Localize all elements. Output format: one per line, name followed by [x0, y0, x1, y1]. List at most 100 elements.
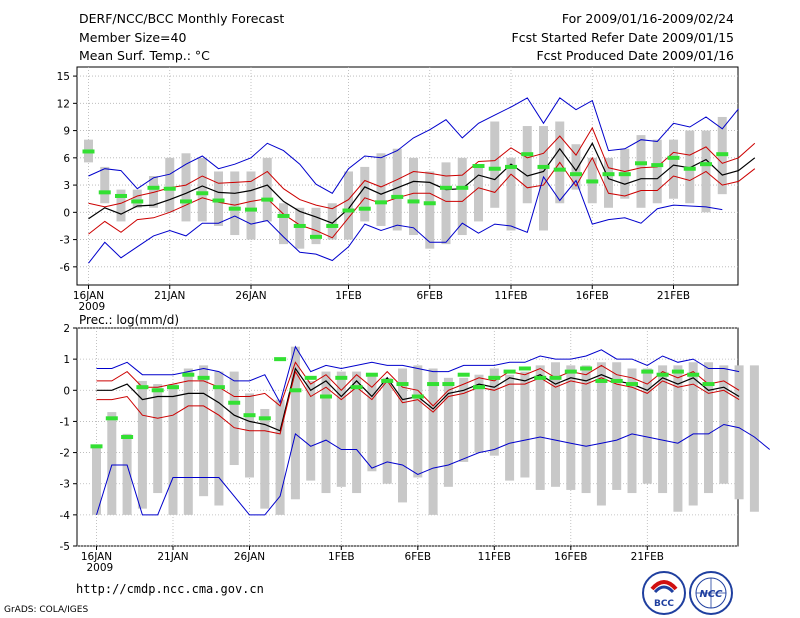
temp-ensemble-bar [344, 171, 353, 240]
prec-ensemble-bar [229, 371, 239, 466]
temp-ensemble-marker [423, 201, 436, 206]
prec-ensemble-bar [734, 365, 744, 500]
temp-ensemble-bar [457, 157, 467, 236]
variable-label: Mean Surf. Temp.: °C [79, 48, 210, 63]
prec-ytick-label: -5 [60, 541, 70, 553]
prec-ensemble-marker [243, 413, 256, 418]
temp-ensemble-marker [700, 162, 712, 167]
temp-ensemble-bar [165, 157, 175, 213]
temp-ensemble-marker [261, 197, 274, 202]
temp-ensemble-bar [392, 148, 402, 231]
temp-max-line [88, 97, 739, 194]
temp-ensemble-marker [456, 185, 469, 190]
temp-mean-spread-line [88, 126, 756, 210]
prec-ensemble-bar [352, 371, 362, 494]
prec-ensemble-marker [335, 375, 348, 380]
prec-ensemble-bar [398, 368, 407, 503]
prec-ensemble-marker [411, 394, 424, 399]
temp-plot-frame [76, 66, 739, 286]
prec-ensemble-bar [459, 377, 469, 462]
bcc-logo: BCC [641, 570, 687, 616]
forecast-period: For 2009/01/16-2009/02/24 [561, 11, 734, 26]
temp-ensemble-marker [440, 185, 452, 190]
temp-ensemble-marker [537, 164, 550, 169]
temp-min-line [88, 175, 723, 264]
temp-xtick-label: 6FEB [416, 290, 443, 302]
temp-ensemble-marker [602, 172, 615, 177]
temp-ensemble-bar [197, 157, 207, 222]
precipitation-panel-title: Prec.: log(mm/d) [79, 313, 179, 327]
temp-xtick-label: 21FEB [657, 290, 690, 302]
prec-ensemble-bar [183, 368, 193, 515]
temp-ensemble-bar [474, 166, 483, 222]
temp-ensemble-marker [618, 172, 631, 177]
prec-ensemble-marker [641, 369, 654, 374]
prec-ensemble-bar [367, 374, 377, 472]
source-url[interactable]: http://cmdp.ncc.cma.gov.cn [76, 582, 264, 596]
prec-xtick-label: 11FEB [478, 551, 511, 563]
temp-ensemble-marker [115, 193, 127, 198]
prec-ytick-label: -3 [60, 479, 70, 491]
prec-ensemble-bar [153, 384, 163, 494]
temp-ensemble-marker [358, 206, 371, 211]
temp-xtick-label: 11FEB [494, 290, 527, 302]
prec-ensemble-marker [228, 400, 241, 405]
prec-ensemble-marker [534, 375, 547, 380]
temp-ytick-label: 9 [63, 126, 70, 138]
temp-ensemble-marker [163, 186, 176, 191]
prec-xtick-label: 26JAN [234, 551, 265, 563]
temp-ensemble-marker [635, 161, 647, 166]
prec-ytick-label: -1 [60, 416, 70, 428]
temp-ensemble-marker [98, 190, 111, 195]
temp-ensemble-marker [472, 164, 485, 169]
member-size-label: Member Size=40 [79, 30, 187, 45]
bcc-logo-text: BCC [654, 599, 674, 609]
temp-ensemble-bar [327, 203, 337, 240]
temp-ensemble-marker [147, 185, 160, 190]
prec-ensemble-marker [365, 372, 378, 377]
temp-ensemble-marker [180, 199, 192, 204]
temp-ensemble-bar [669, 139, 678, 199]
prec-ensemble-bar [658, 365, 668, 494]
prec-ensemble-bar [214, 371, 224, 506]
temp-ytick-label: 15 [57, 71, 70, 83]
prec-ensemble-marker [167, 385, 179, 390]
temp-ensemble-marker [553, 167, 566, 172]
prec-ensemble-marker [518, 366, 531, 371]
prec-ensemble-bar [566, 365, 576, 490]
temp-xtick-label: 21JAN [154, 290, 185, 302]
temp-ensemble-marker [196, 191, 209, 196]
prec-xtick-label: 21FEB [631, 551, 664, 563]
prec-ensemble-bar [306, 380, 316, 481]
prec-max-line [96, 345, 740, 405]
prec-ensemble-bar [612, 362, 622, 490]
prec-ensemble-marker [212, 385, 225, 390]
prec-ensemble-marker [105, 416, 118, 421]
prec-ensemble-bar [107, 412, 117, 515]
temp-ensemble-bar [376, 153, 386, 226]
prec-ytick-label: -4 [60, 510, 71, 522]
prec-ensemble-bar [749, 365, 759, 512]
temp-ensemble-bar [230, 171, 240, 236]
prec-ensemble-marker [197, 375, 210, 380]
temp-ytick-label: 6 [63, 153, 70, 165]
temp-ytick-label: 12 [57, 98, 70, 110]
prec-ensemble-marker [503, 369, 516, 374]
temp-ytick-label: -3 [60, 235, 70, 247]
prec-ensemble-marker [564, 369, 577, 374]
prec-ensemble-marker [626, 382, 638, 387]
prec-xtick-label: 21JAN [157, 551, 188, 563]
temp-ensemble-marker [293, 223, 306, 228]
prec-ensemble-bar [290, 346, 300, 500]
temp-ensemble-marker [277, 213, 290, 218]
temp-ensemble-marker [667, 155, 680, 160]
prec-xtick-label: 6FEB [405, 551, 432, 563]
ncc-logo-text: NCC [699, 589, 723, 600]
chart-title: DERF/NCC/BCC Monthly Forecast [79, 11, 285, 26]
temp-ensemble-bar [522, 126, 532, 204]
prec-ensemble-marker [580, 366, 593, 371]
produced-date: Fcst Produced Date 2009/01/16 [536, 48, 734, 63]
temp-ytick-label: 0 [63, 207, 70, 219]
